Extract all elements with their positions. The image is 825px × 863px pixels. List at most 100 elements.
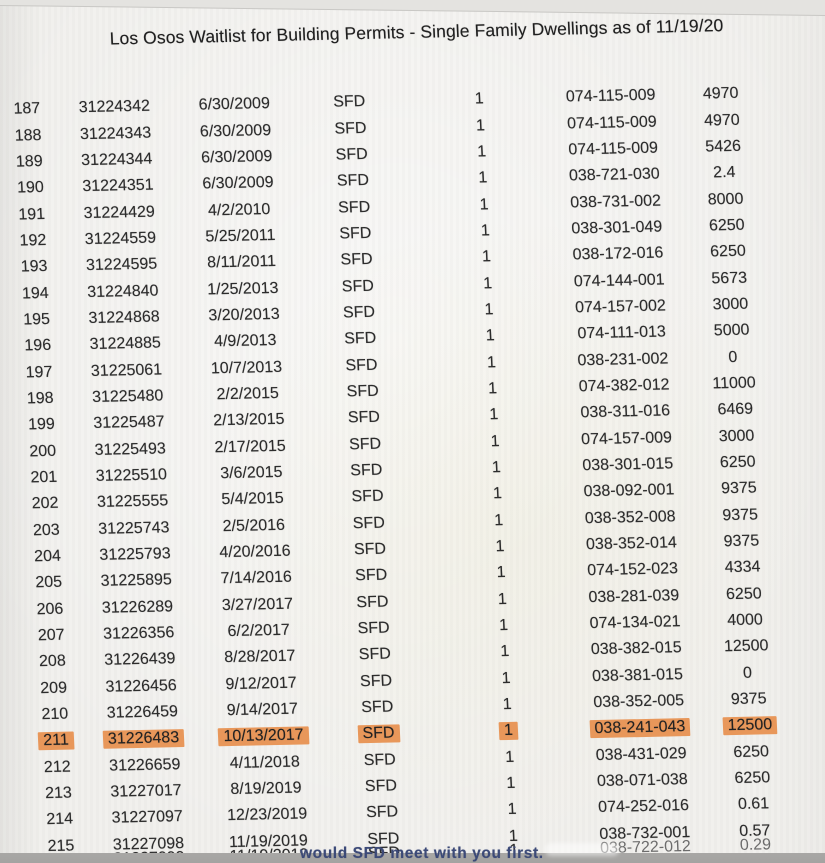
waitlist-table: 187 31224342 6/30/2009 SFD 1 074-115-009… [0,80,812,863]
cell-lot-size: 4000 [726,611,764,630]
cell-lot-size: 3000 [712,295,749,314]
cell-row-number: 211 [26,731,87,751]
cell-dwelling-type: SFD [335,145,369,164]
cell-permit-number: 31224344 [80,150,153,170]
cell-parcel-number: 038-071-038 [596,771,689,791]
cell-lot-size: 11000 [712,374,757,393]
cell-dwelling-type: SFD [346,382,380,401]
cell-parcel-number: 074-157-009 [580,428,673,448]
cell-lot-size: 5426 [704,137,742,156]
cell-lot-size: 4334 [724,558,761,577]
cell-permit-number: 31224351 [82,176,154,196]
cell-parcel-number: 038-241-043 [586,718,695,739]
cell-permit-number: 31225895 [100,571,173,591]
cell-date: 2/13/2015 [212,411,285,430]
cell-dwelling-type: SFD [359,672,393,690]
cell-date: 8/28/2017 [223,647,296,667]
cell-dwelling-type: SFD [337,198,371,217]
cell-dwelling-type: SFD [365,803,399,822]
cell-date: 8/19/2019 [230,779,302,799]
cell-row-number: 193 [20,258,48,276]
cell-lot-size: 6250 [725,585,763,603]
cell-unit-count: 1 [490,432,500,450]
cell-row-number: 188 [14,126,42,145]
cell-row-number: 203 [32,521,61,539]
cell-row-number: 192 [19,231,47,250]
cell-dwelling-type: SFD [338,224,372,243]
cell-parcel-number: 038-172-016 [572,244,664,264]
cell-unit-count: 1 [496,564,507,582]
cell-parcel-number: 038-092-001 [583,481,675,501]
cell-parcel-number: 038-352-005 [592,692,685,712]
cell-permit-number: 31224868 [88,308,161,327]
cell-row-number: 191 [17,205,46,224]
cell-date: 3/27/2017 [221,595,294,614]
cell-row-number: 202 [31,495,59,513]
cell-dwelling-type: SFD [342,303,376,322]
cell-lot-size: 6250 [708,216,745,235]
cell-lot-size: 5000 [713,321,750,340]
cell-parcel-number: 038-352-014 [585,534,678,554]
cell-lot-size: 9375 [721,506,759,524]
cell-date: 3/20/2013 [208,305,281,325]
cell-unit-count: 1 [492,485,503,503]
cell-row-number: 189 [15,152,44,171]
cell-row-number: 187 [13,100,41,118]
photo-bottom-band [0,853,825,863]
cell-dwelling-type: SFD [334,119,367,138]
cell-parcel-number: 038-382-015 [590,639,683,659]
cell-lot-size: 12500 [694,716,807,736]
cell-date: 4/20/2016 [219,542,291,562]
cell-permit-number: 31226456 [105,676,178,696]
cell-parcel-number: 038-311-016 [580,402,671,422]
cell-dwelling-type: SFD [336,172,370,190]
cell-parcel-number: 074-152-023 [586,560,679,580]
cell-date: 2/17/2015 [214,437,287,456]
cell-parcel-number: 038-231-002 [577,350,669,369]
cell-date: 6/30/2009 [200,147,273,167]
cell-dwelling-type: SFD [354,566,388,585]
cell-parcel-number: 038-281-039 [588,586,680,606]
cell-unit-count: 1 [507,801,517,819]
cell-unit-count: 1 [484,301,494,319]
cell-lot-size: 12500 [723,637,769,656]
cell-lot-size: 6469 [717,400,754,419]
cell-dwelling-type: SFD [347,409,381,427]
cell-unit-count: 1 [474,90,485,108]
cell-row-number: 214 [46,810,74,829]
overlay-note-text: would SFD meet with you first. [300,845,544,862]
cell-parcel-number: 074-252-016 [597,797,690,817]
page-title: Los Osos Waitlist for Building Permits -… [109,15,724,49]
cell-parcel-number: 074-115-009 [566,113,658,133]
cell-unit-count: 1 [487,380,498,398]
cell-row-number: 208 [38,653,67,671]
cell-dwelling-type: SFD [349,461,383,480]
cell-unit-count: 1 [476,143,487,161]
cell-permit-number: 31226289 [101,597,174,617]
cell-parcel-number: 074-144-001 [573,271,666,291]
cell-date: 6/30/2009 [199,121,272,141]
cell-row-number: 206 [36,600,64,618]
cell-unit-count: 1 [501,669,511,687]
cell-parcel-number: 038-381-015 [591,665,684,685]
cell-date: 8/11/2011 [206,253,277,272]
cell-permit-number: 31224595 [85,255,158,275]
cell-row-number: 205 [35,574,63,592]
cell-permit-number: 31224885 [89,334,162,354]
cell-permit-number: 31225480 [91,387,164,406]
cell-dwelling-type: SFD [364,777,398,796]
cell-lot-size: 0.61 [737,795,770,814]
cell-lot-size: 6250 [732,743,770,761]
cell-dwelling-type: SFD [340,251,373,269]
cell-row-number: 201 [30,468,58,487]
cell-date: 9/14/2017 [226,700,299,720]
cell-row-number: 200 [28,442,57,460]
cell-permit-number: 31226459 [106,703,179,722]
cell-unit-count: 1 [486,353,497,371]
cell-unit-count: 1 [495,538,505,556]
cell-unit-count: 1 [489,406,499,424]
cell-permit-number: 31224559 [84,229,157,248]
cell-date: 10/13/2017 [201,726,327,747]
cell-dwelling-type: SFD [332,93,366,111]
